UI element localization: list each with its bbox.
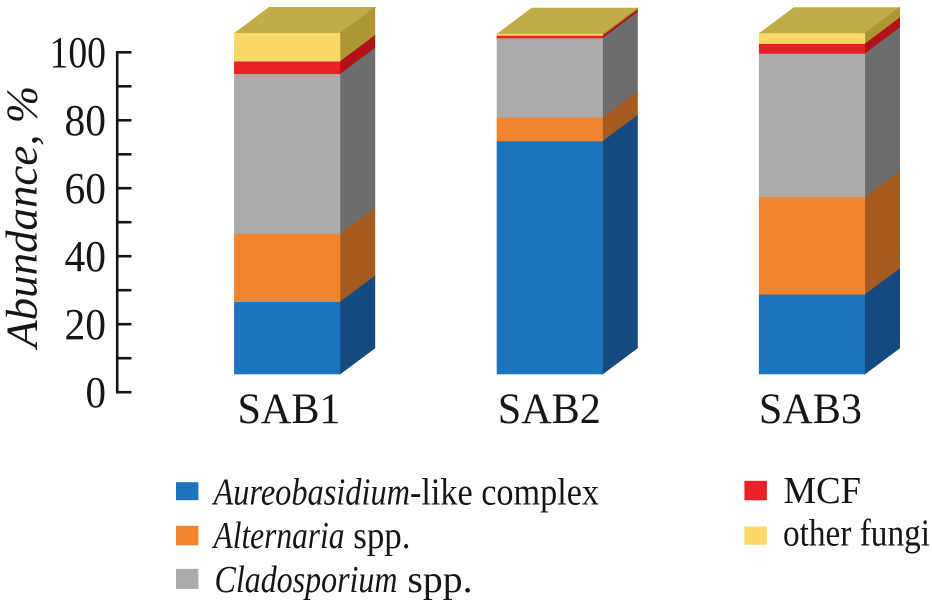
svg-text:MCF: MCF [784,470,862,512]
svg-text:60: 60 [65,163,107,213]
svg-text:20: 20 [65,299,107,349]
svg-text:80: 80 [65,95,107,145]
svg-text:Abundance, %: Abundance, % [0,86,47,351]
svg-text:100: 100 [50,27,107,77]
svg-text:Cladosporium spp.: Cladosporium spp. [215,559,473,600]
svg-text:40: 40 [65,231,107,281]
svg-text:Aureobasidium-like complex: Aureobasidium-like complex [211,472,599,514]
svg-text:other fungi: other fungi [783,513,930,555]
svg-text:SAB1: SAB1 [238,386,341,433]
svg-text:0: 0 [86,367,107,417]
svg-text:SAB2: SAB2 [498,386,601,433]
svg-text:Alternaria spp.: Alternaria spp. [211,515,410,557]
svg-text:SAB3: SAB3 [759,386,862,433]
